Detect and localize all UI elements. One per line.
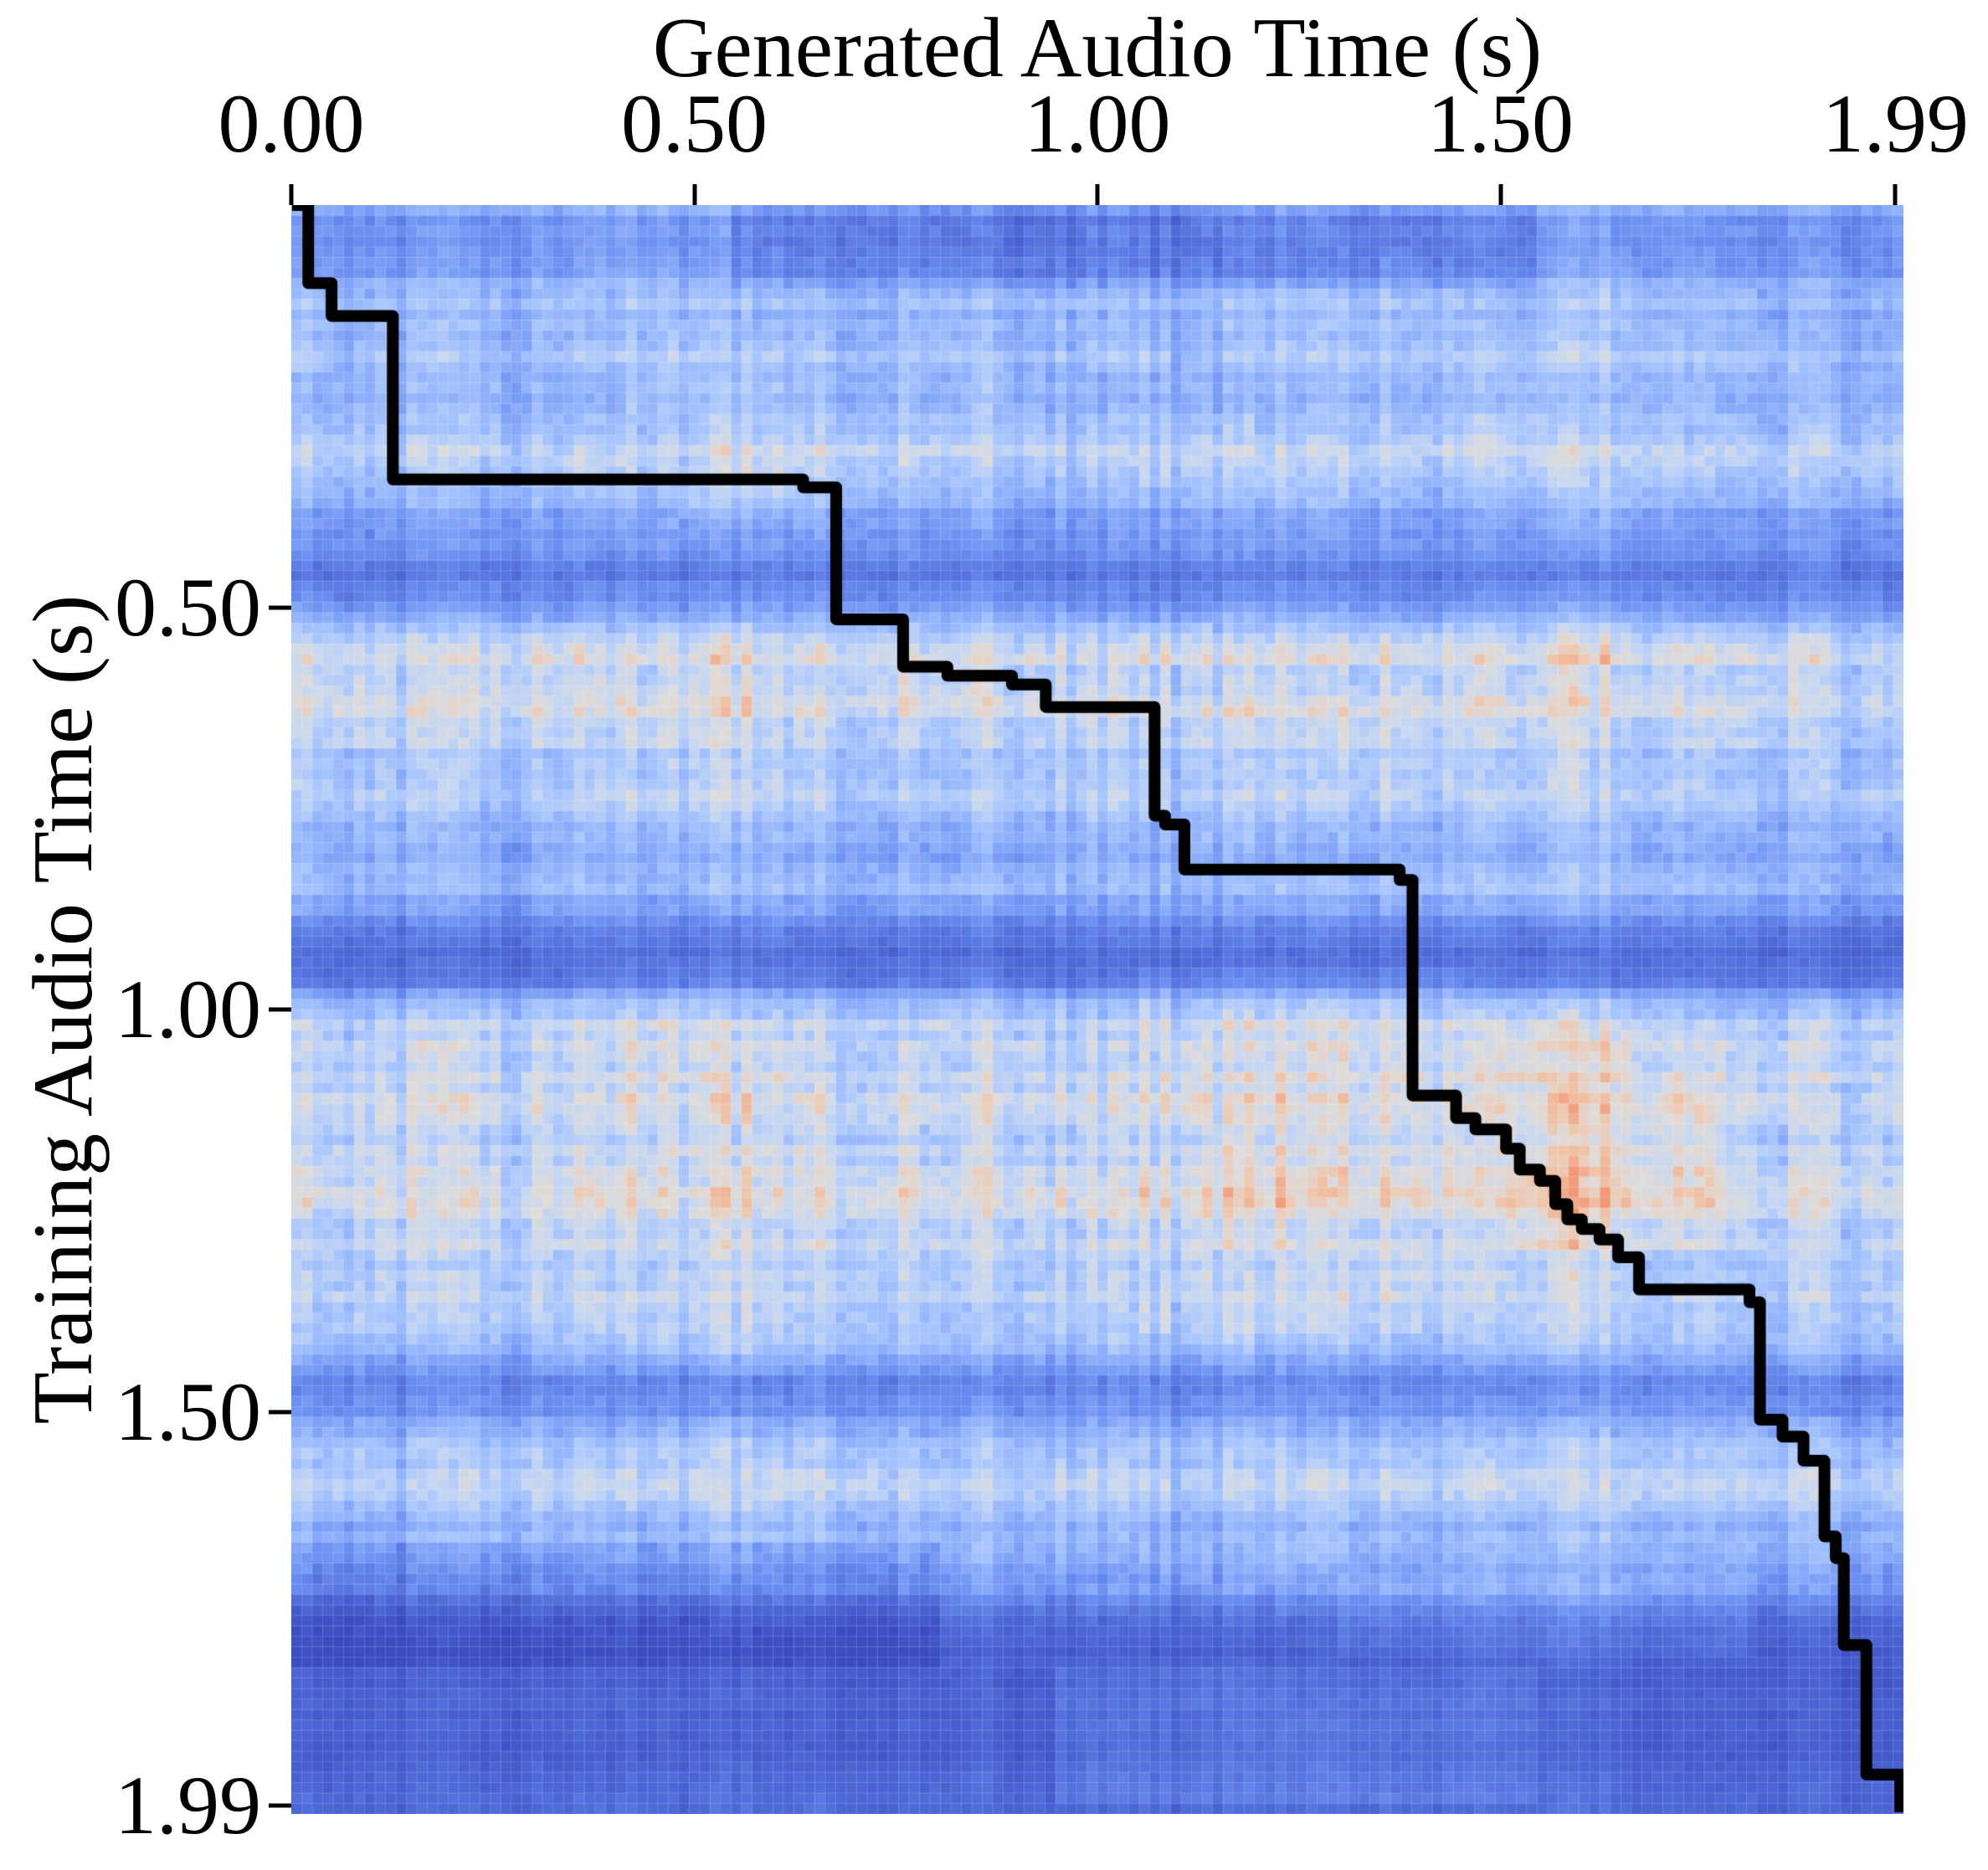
y-tick-label-0.50: 0.50	[115, 560, 261, 654]
x-tick-mark-1.50	[1498, 184, 1503, 205]
x-tick-label-1.00: 1.00	[1024, 77, 1171, 170]
x-tick-mark-1.00	[1095, 184, 1100, 205]
y-tick-label-1.00: 1.00	[115, 963, 261, 1056]
x-tick-mark-0.00	[289, 184, 294, 205]
y-tick-label-1.50: 1.50	[115, 1364, 261, 1458]
x-tick-label-0.50: 0.50	[621, 77, 768, 170]
heatmap-canvas	[291, 205, 1903, 1814]
x-tick-label-1.50: 1.50	[1427, 77, 1574, 170]
x-tick-mark-1.99	[1893, 184, 1898, 205]
y-tick-mark-1.00	[269, 1007, 291, 1012]
y-tick-label-1.99: 1.99	[115, 1759, 261, 1852]
x-tick-label-0.00: 0.00	[218, 77, 365, 170]
x-axis-title: Generated Audio Time (s)	[652, 1, 1543, 95]
x-tick-mark-0.50	[692, 184, 696, 205]
y-tick-mark-0.50	[269, 605, 291, 609]
x-tick-label-1.99: 1.99	[1821, 77, 1969, 170]
y-tick-mark-1.99	[269, 1803, 291, 1808]
y-tick-mark-1.50	[269, 1410, 291, 1414]
